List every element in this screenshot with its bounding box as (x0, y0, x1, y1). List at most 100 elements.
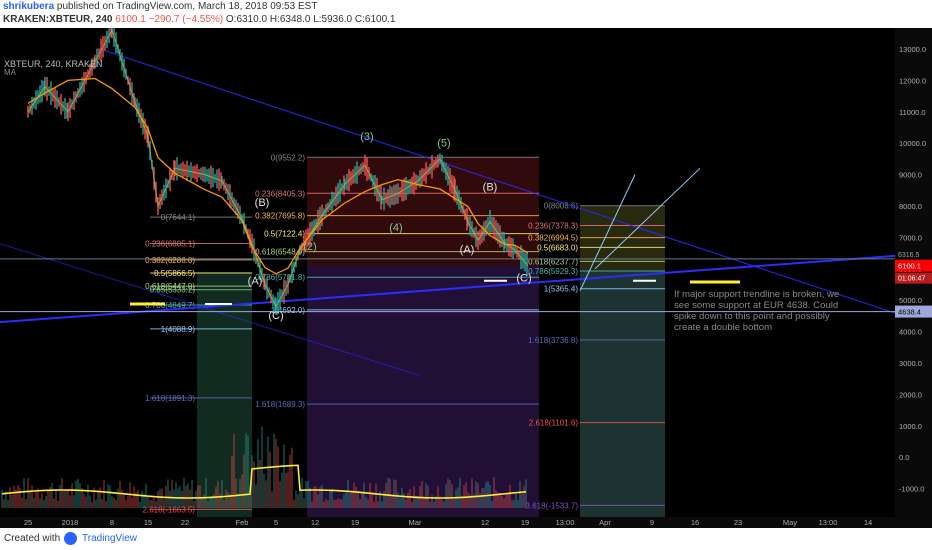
price-chart[interactable]: 0(7644.1) 0.236(6805.1) 0.382(6286.0) 0.5(5… (0, 28, 932, 528)
x-tick-label: Mar (409, 518, 422, 527)
fib-level-label: 0.5(6683.0) (537, 243, 578, 252)
x-tick-label: 16 (691, 518, 699, 527)
fib-level-label: 0.382(6994.5) (528, 234, 578, 243)
wave-label: (C) (268, 310, 283, 322)
y-tick-label: 0.0 (899, 453, 909, 462)
x-axis-panel (0, 517, 932, 528)
lower-channel-line (0, 243, 421, 377)
x-tick-label: 22 (181, 518, 189, 527)
wave-label: (B) (483, 181, 498, 193)
target-zone-mid-lower (307, 265, 539, 528)
y-tick-label: -1000.0 (899, 485, 924, 494)
y-tick-label: 1000.0 (899, 422, 922, 431)
annotation-note: If major support trendline is broken, we… (674, 289, 840, 333)
fib-level-label: 0(9552.2) (271, 153, 306, 162)
ma-legend: MA (4, 68, 16, 77)
x-tick-label: 23 (734, 518, 742, 527)
fib-level-label: 2.618(-1663.5) (143, 505, 196, 514)
fib-level-label: 0.618(5447.0) (145, 282, 195, 291)
fib-level-label: 1.618(1891.3) (145, 394, 195, 403)
x-tick-label: Feb (236, 518, 249, 527)
countdown-tag-text: 01:06:47 (898, 276, 925, 283)
tradingview-link[interactable]: TradingView (82, 533, 138, 544)
fib-level-label: 0.786(5929.3) (528, 267, 578, 276)
wave-label: (C) (516, 272, 531, 284)
published-text: published on TradingView.com, March 18, … (56, 1, 318, 12)
target-zone-right-lower (580, 271, 665, 528)
y-tick-label: 12000.0 (899, 76, 926, 85)
last-price-tag (895, 259, 932, 272)
wave-label: (4) (389, 222, 402, 234)
x-tick-label: 12 (481, 518, 489, 527)
series-legend: XBTEUR, 240, KRAKEN (4, 59, 103, 69)
fib-level-label: 0.786(5731.8) (255, 273, 305, 282)
y-tick-label: 5000.0 (899, 296, 922, 305)
volume-ma-line (1, 464, 527, 499)
fib-level-label: 0.5(5866.5) (154, 269, 195, 278)
wave-label: (B) (255, 197, 270, 209)
x-tick-label: 2018 (62, 518, 79, 527)
level-price-tag-text: 6316.5 (898, 252, 920, 259)
fib-level-label: 0.618(6548.9) (255, 248, 305, 257)
chart-header: shrikubera published on TradingView.com,… (0, 0, 932, 28)
tradingview-logo-icon[interactable] (64, 532, 77, 545)
y-tick-label: 13000.0 (899, 45, 926, 54)
x-tick-label: May (783, 518, 797, 527)
x-tick-label: 15 (144, 518, 152, 527)
fib-level-label: 1(4088.9) (161, 325, 196, 334)
y-tick-label: 7000.0 (899, 233, 922, 242)
last-price-tag-text: 6100.1 (898, 262, 921, 271)
created-with-label: Created with (4, 533, 61, 544)
fib-level-label: 1(5365.4) (544, 285, 579, 294)
fib-level-label: 0.382(6286.0) (145, 256, 195, 265)
fib-level-label: 2.618(1101.6) (529, 419, 579, 428)
fib-level-label: 0.5(7122.4) (264, 230, 305, 239)
y-tick-label: 9000.0 (899, 171, 922, 180)
ohlc-values: O:6310.0 H:6348.0 L:5936.0 C:6100.1 (225, 14, 396, 25)
x-tick-label: 19 (521, 518, 529, 527)
chart-canvas[interactable]: 0(7644.1) 0.236(6805.1) 0.382(6286.0) 0.5(5… (0, 28, 932, 528)
x-tick-label: 14 (864, 518, 872, 527)
projection-arrow (579, 174, 636, 291)
x-tick-label: Apr (599, 518, 611, 527)
x-tick-label: 13:00 (819, 518, 838, 527)
fib-level-label: 0.65(5333.2) (150, 286, 196, 295)
fib-level-label: 0.236(7378.3) (528, 222, 578, 231)
last-price: 6100.1 (115, 14, 146, 25)
fib-level-label: 0.618(6237.7) (528, 257, 578, 266)
chart-footer: Created with TradingView (0, 528, 932, 550)
y-tick-label: 10000.0 (899, 139, 926, 148)
y-tick-label: 2000.0 (899, 390, 922, 399)
support-trendline (0, 252, 932, 324)
price-line (27, 28, 529, 308)
fib-level-label: 1.618(3736.8) (528, 336, 578, 345)
y-tick-label: 4000.0 (899, 328, 922, 337)
moving-average-line (27, 77, 529, 275)
x-tick-label: 8 (110, 518, 114, 527)
x-tick-label: 13:00 (556, 518, 575, 527)
resistance-trendline (99, 48, 932, 326)
fib-level-label: 1(4692.0) (271, 306, 306, 315)
x-tick-label: 5 (274, 518, 278, 527)
fib-level-label: 0.382(7695.8) (255, 212, 305, 221)
publish-info: shrikubera published on TradingView.com,… (3, 1, 317, 12)
wave-label: (2) (303, 241, 316, 253)
x-tick-label: 25 (24, 518, 32, 527)
x-tick-label: 12 (311, 518, 319, 527)
fib-level-label: 1.618(1689.3) (255, 400, 305, 409)
symbol-name: KRAKEN:XBTEUR, 240 (3, 14, 113, 25)
y-tick-label: 3000.0 (899, 359, 922, 368)
support-price-tag (895, 305, 932, 318)
wave-label: (A) (248, 276, 263, 288)
support-price-tag-text: 4638.4 (898, 308, 921, 317)
price-change: −290.7 (−4.55%) (148, 14, 224, 25)
y-tick-label: 11000.0 (899, 108, 926, 117)
fib-level-label: 3.618(-1533.7) (526, 501, 579, 510)
x-tick-label: 9 (650, 518, 654, 527)
author-link[interactable]: shrikubera (3, 1, 55, 12)
projection-arrow (594, 167, 701, 270)
x-tick-label: 19 (351, 518, 359, 527)
wave-label: (5) (437, 137, 450, 149)
fib-level-label: 0(8008.6) (544, 202, 579, 211)
wave-label: (3) (360, 131, 373, 143)
